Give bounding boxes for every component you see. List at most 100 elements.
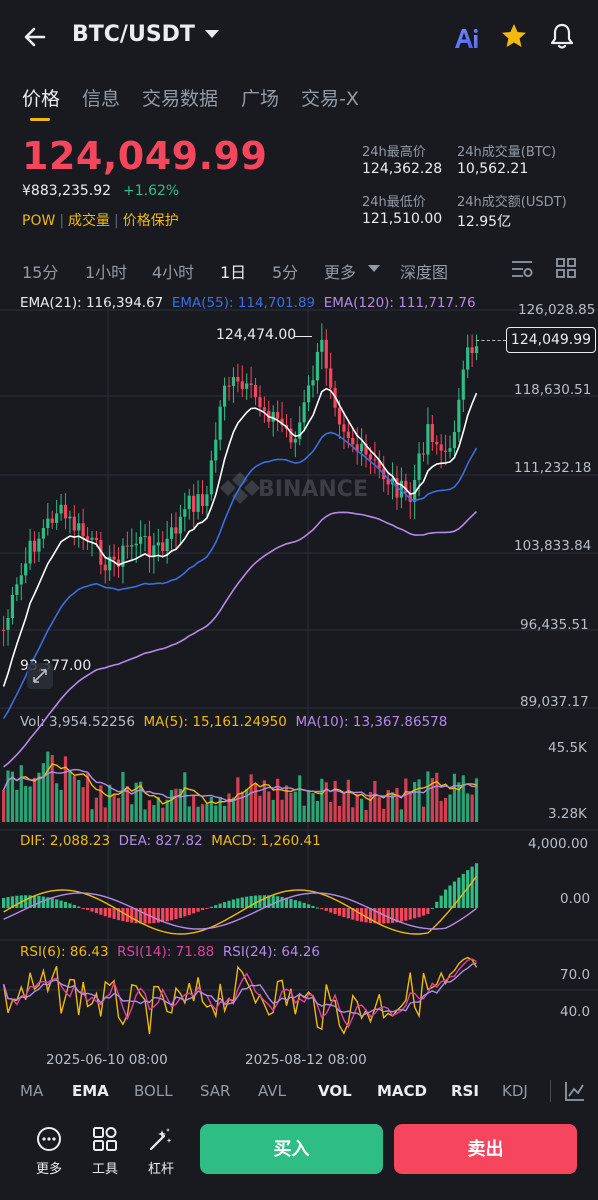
macd-bar bbox=[169, 908, 174, 921]
macd-bar bbox=[258, 895, 262, 908]
candle bbox=[94, 537, 99, 541]
pair-title[interactable]: BTC/USDT bbox=[72, 22, 195, 47]
macd-bar bbox=[200, 908, 205, 911]
volume-bar bbox=[435, 772, 439, 822]
volume-bar bbox=[139, 781, 143, 822]
volume-bar bbox=[262, 780, 266, 822]
tab-info[interactable]: 信息 bbox=[82, 88, 121, 110]
more-button[interactable]: 更多 bbox=[27, 1126, 71, 1177]
layout-grid-icon[interactable] bbox=[556, 258, 576, 278]
candle bbox=[364, 443, 368, 455]
buy-button[interactable]: 买入 bbox=[200, 1124, 383, 1174]
volume-bar bbox=[293, 791, 297, 822]
macd-bar bbox=[161, 908, 165, 923]
expand-icon[interactable] bbox=[26, 662, 54, 690]
candle bbox=[165, 538, 169, 552]
dropdown-caret-icon[interactable] bbox=[205, 30, 219, 38]
candle bbox=[130, 545, 134, 547]
candle bbox=[404, 480, 408, 493]
indicator-avl[interactable]: AVL bbox=[258, 1082, 286, 1100]
indicator-sar[interactable]: SAR bbox=[200, 1082, 231, 1100]
volume-bar bbox=[448, 794, 452, 822]
interval-1h[interactable]: 1小时 bbox=[85, 263, 128, 282]
indicator-settings-icon[interactable] bbox=[564, 1080, 586, 1102]
candle bbox=[46, 518, 50, 529]
bell-icon[interactable] bbox=[548, 22, 576, 50]
high-annotation: 124,474.00 bbox=[216, 327, 297, 343]
macd-bar bbox=[293, 900, 297, 908]
macd-bar bbox=[10, 896, 15, 908]
macd-bar bbox=[404, 908, 408, 921]
volume-bar bbox=[333, 780, 337, 822]
macd-bar bbox=[28, 895, 32, 908]
macd-bar bbox=[205, 908, 209, 909]
candle bbox=[178, 516, 182, 534]
candle bbox=[134, 543, 138, 546]
indicator-macd[interactable]: MACD bbox=[377, 1082, 427, 1100]
volume-bar bbox=[408, 792, 412, 822]
candle bbox=[121, 545, 125, 567]
star-icon[interactable] bbox=[500, 22, 528, 50]
candle bbox=[200, 494, 205, 506]
tab-trade-x[interactable]: 交易-X bbox=[301, 88, 359, 110]
tools-button[interactable]: 工具 bbox=[83, 1126, 127, 1177]
tag-row: POW | 成交量 | 价格保护 bbox=[22, 213, 179, 229]
indicator-rsi[interactable]: RSI bbox=[451, 1082, 479, 1100]
tab-square[interactable]: 广场 bbox=[241, 88, 280, 110]
candle bbox=[351, 437, 355, 445]
indicator-boll[interactable]: BOLL bbox=[134, 1082, 173, 1100]
chart-settings-icon[interactable] bbox=[510, 258, 534, 280]
candle bbox=[408, 492, 412, 502]
candle bbox=[302, 402, 306, 423]
indicator-vol[interactable]: VOL bbox=[318, 1082, 352, 1100]
volume-bar bbox=[214, 805, 218, 822]
candle bbox=[2, 629, 6, 631]
macd-bar bbox=[311, 905, 315, 908]
interval-5m[interactable]: 5分 bbox=[272, 263, 299, 282]
volume-bar bbox=[19, 765, 23, 822]
macd-bar bbox=[77, 906, 81, 908]
indicator-kdj[interactable]: KDJ bbox=[502, 1082, 528, 1100]
candle bbox=[457, 399, 461, 433]
candle bbox=[342, 424, 346, 432]
candle bbox=[311, 380, 315, 386]
candle bbox=[19, 575, 23, 585]
stat-vol-btc-label: 24h成交量(BTC) bbox=[457, 145, 557, 160]
indicator-ma[interactable]: MA bbox=[20, 1082, 44, 1100]
volume-bar bbox=[368, 791, 373, 822]
candle bbox=[240, 381, 244, 389]
volume-bar bbox=[421, 806, 426, 822]
interval-1d[interactable]: 1日 bbox=[220, 263, 247, 282]
stat-low-label: 24h最低价 bbox=[362, 195, 426, 210]
candle bbox=[72, 516, 76, 531]
kline-chart[interactable]: BINANCE bbox=[0, 300, 598, 1070]
interval-more[interactable]: 更多 bbox=[324, 263, 357, 282]
tab-trading-data[interactable]: 交易数据 bbox=[142, 88, 219, 110]
volume-bar bbox=[417, 779, 421, 822]
interval-4h[interactable]: 4小时 bbox=[152, 263, 195, 282]
active-tab-indicator bbox=[30, 118, 50, 121]
vol-ma5: MA(5): 15,161.24950 bbox=[143, 714, 287, 730]
candle bbox=[253, 385, 258, 398]
interval-15m[interactable]: 15分 bbox=[22, 263, 59, 282]
leverage-label: 杠杆 bbox=[147, 1162, 174, 1177]
candle bbox=[346, 431, 350, 438]
interval-depth[interactable]: 深度图 bbox=[400, 263, 449, 282]
macd-bar bbox=[196, 908, 200, 912]
volume-bar bbox=[470, 794, 474, 822]
indicator-ema[interactable]: EMA bbox=[72, 1082, 109, 1100]
macd-bar bbox=[156, 908, 160, 923]
tag-price-protection[interactable]: 价格保护 bbox=[122, 213, 179, 229]
sell-button[interactable]: 卖出 bbox=[394, 1124, 577, 1174]
vol-ma10: MA(10): 13,367.86578 bbox=[295, 714, 448, 730]
tab-price[interactable]: 价格 bbox=[22, 88, 61, 110]
tag-volume[interactable]: 成交量 bbox=[68, 213, 111, 229]
ai-icon[interactable] bbox=[452, 24, 480, 52]
volume-bar bbox=[178, 788, 182, 822]
back-arrow-icon[interactable] bbox=[20, 22, 50, 52]
more-caret-icon[interactable] bbox=[368, 265, 380, 273]
tag-pow[interactable]: POW bbox=[22, 213, 56, 229]
candle bbox=[280, 418, 284, 425]
leverage-button[interactable]: 杠杆 bbox=[139, 1126, 183, 1177]
macd-bar bbox=[63, 901, 68, 908]
